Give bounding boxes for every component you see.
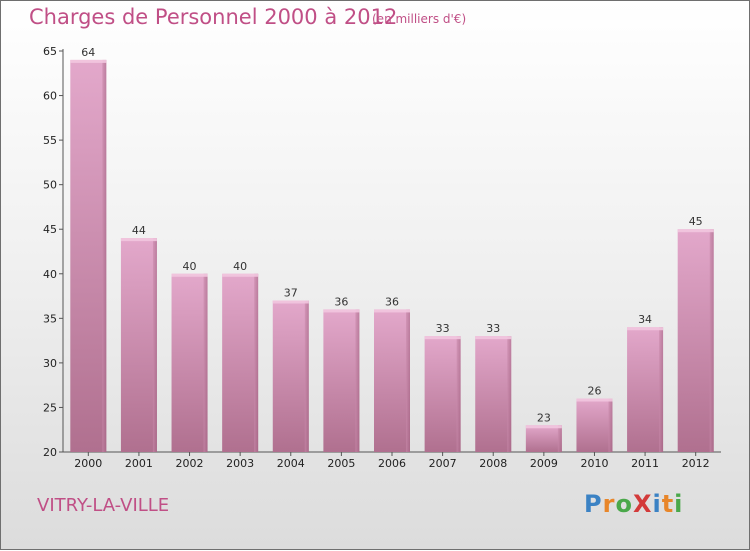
bar-highlight xyxy=(576,398,613,402)
x-tick-label: 2000 xyxy=(74,457,102,470)
y-tick-label: 55 xyxy=(43,134,57,147)
data-label: 40 xyxy=(183,260,197,273)
x-tick-label: 2003 xyxy=(226,457,254,470)
bar xyxy=(272,300,309,452)
logo-letter: r xyxy=(602,490,616,518)
x-tick-label: 2009 xyxy=(530,457,558,470)
x-tick-label: 2008 xyxy=(479,457,507,470)
bar-highlight xyxy=(677,229,714,233)
y-tick-label: 60 xyxy=(43,90,57,103)
bar-highlight xyxy=(120,238,157,242)
chart-subtitle: (en milliers d'€) xyxy=(372,12,467,26)
bar-highlight xyxy=(627,327,664,331)
proxiti-logo: ProXiti xyxy=(584,490,683,518)
y-tick-label: 40 xyxy=(43,268,57,281)
bar xyxy=(70,59,107,453)
data-label: 33 xyxy=(486,322,500,335)
data-label: 44 xyxy=(132,224,146,237)
bar xyxy=(171,273,208,452)
bar xyxy=(677,229,714,452)
logo-letter: o xyxy=(615,490,633,518)
x-tick-label: 2004 xyxy=(277,457,305,470)
y-tick-label: 65 xyxy=(43,45,57,58)
bar-highlight xyxy=(525,425,562,429)
x-tick-label: 2012 xyxy=(682,457,710,470)
bar-highlight xyxy=(272,300,309,304)
bar-highlight xyxy=(323,309,360,313)
bar-shade xyxy=(102,59,107,453)
data-label: 26 xyxy=(587,385,601,398)
logo-letter: i xyxy=(674,490,684,518)
logo-letter: t xyxy=(661,490,675,518)
bar-shade xyxy=(507,336,512,452)
x-tick-label: 2011 xyxy=(631,457,659,470)
bar-shade xyxy=(557,425,562,452)
x-tick-label: 2001 xyxy=(125,457,153,470)
bar-highlight xyxy=(70,59,107,63)
bar-shade xyxy=(709,229,714,452)
data-label: 64 xyxy=(81,46,95,59)
bar-highlight xyxy=(171,273,208,277)
bar xyxy=(475,336,512,452)
bar-shade xyxy=(152,238,157,452)
bar-shade xyxy=(355,309,360,452)
data-label: 36 xyxy=(385,295,399,308)
data-label: 36 xyxy=(334,295,348,308)
bar-shade xyxy=(406,309,410,452)
bar xyxy=(374,309,410,452)
data-label: 33 xyxy=(436,322,450,335)
x-tick-label: 2010 xyxy=(580,457,608,470)
bar-highlight xyxy=(475,336,512,340)
bar xyxy=(120,238,157,452)
data-label: 40 xyxy=(233,260,247,273)
data-label: 23 xyxy=(537,411,551,424)
y-tick-label: 35 xyxy=(43,312,57,325)
x-tick-label: 2006 xyxy=(378,457,406,470)
bar xyxy=(627,327,664,452)
bar xyxy=(576,398,613,452)
bar-highlight xyxy=(424,336,461,340)
logo-letter: X xyxy=(632,490,653,518)
logo-letter: i xyxy=(652,490,662,518)
bar-highlight xyxy=(222,273,259,277)
data-label: 45 xyxy=(689,215,703,228)
bar-highlight xyxy=(374,309,410,313)
y-tick-label: 30 xyxy=(43,357,57,370)
bar xyxy=(222,273,259,452)
bar-shade xyxy=(304,300,309,452)
bar xyxy=(525,425,562,452)
axes: 20 25 30 35 40 45 50 55 60 65 2000 2001 2002 2003 2004… xyxy=(43,45,721,470)
bars: 64 44 40 40 37 36 36 33 33 23 26 34 45 xyxy=(70,46,714,453)
bar-shade xyxy=(254,273,259,452)
bar-shade xyxy=(456,336,461,452)
bar-shade xyxy=(203,273,208,452)
y-tick-label: 25 xyxy=(43,401,57,414)
city-name: VITRY-LA-VILLE xyxy=(37,495,170,516)
y-tick-label: 20 xyxy=(43,446,57,459)
chart-title: Charges de Personnel 2000 à 2012 xyxy=(29,5,398,29)
y-tick-label: 50 xyxy=(43,179,57,192)
x-tick-label: 2002 xyxy=(176,457,204,470)
bar xyxy=(424,336,461,452)
bar-shade xyxy=(659,327,664,452)
y-tick-label: 45 xyxy=(43,223,57,236)
data-label: 37 xyxy=(284,287,298,300)
bar xyxy=(323,309,360,452)
logo-letter: P xyxy=(584,490,603,518)
bar-shade xyxy=(608,398,613,452)
x-tick-label: 2005 xyxy=(327,457,355,470)
data-label: 34 xyxy=(638,313,652,326)
x-tick-label: 2007 xyxy=(429,457,457,470)
